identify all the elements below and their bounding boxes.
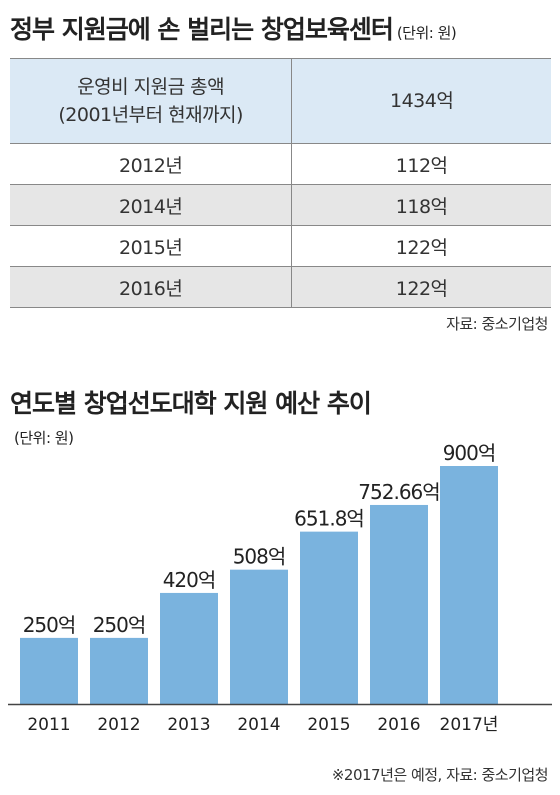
budget-bar-chart: 250억 2011 250억 2012 420억 2013 508억 2014 651.8억 20… <box>8 441 552 735</box>
data-label-2014: 508억 <box>233 545 286 569</box>
x-tick-label-2015: 2015 <box>307 715 350 735</box>
table-source: 자료: 중소기업청 <box>446 315 548 333</box>
x-tick-label-2017년: 2017년 <box>440 715 499 735</box>
header-value-cell: 1434억 <box>291 58 551 144</box>
row-year: 2016년 <box>10 266 293 308</box>
data-label-2013: 420억 <box>163 568 216 592</box>
table-title: 정부 지원금에 손 벌리는 창업보육센터 (단위: 원) <box>10 10 457 46</box>
x-tick-label-2012: 2012 <box>97 715 140 735</box>
row-value: 112억 <box>291 143 551 185</box>
chart-source: ※2017년은 예정, 자료: 중소기업청 <box>331 766 549 784</box>
row-value: 122억 <box>291 225 551 267</box>
table-title-text: 정부 지원금에 손 벌리는 창업보육센터 <box>10 15 394 44</box>
row-year: 2015년 <box>10 225 293 267</box>
data-label-2017년: 900억 <box>443 441 496 465</box>
bar-2012 <box>90 637 148 704</box>
header-label-line2: (2001년부터 현재까지) <box>58 104 243 126</box>
data-label-2015: 651.8억 <box>294 507 364 531</box>
header-label-cell: 운영비 지원금 총액 (2001년부터 현재까지) <box>10 58 293 144</box>
bar-2016 <box>370 504 428 704</box>
table-row: 2015년 122억 <box>10 225 551 267</box>
row-year: 2012년 <box>10 143 293 185</box>
data-label-2016: 752.66억 <box>358 480 439 504</box>
table-unit: (단위: 원) <box>396 24 457 42</box>
table-row: 2016년 122억 <box>10 266 551 308</box>
x-tick-label-2014: 2014 <box>237 715 280 735</box>
table-header-row: 운영비 지원금 총액 (2001년부터 현재까지) 1434억 <box>10 58 551 144</box>
table-row: 2012년 112억 <box>10 143 551 185</box>
row-value: 118억 <box>291 184 551 226</box>
chart-title: 연도별 창업선도대학 지원 예산 추이 <box>10 389 372 418</box>
bar-2015 <box>300 531 358 704</box>
bar-2014 <box>230 569 288 704</box>
header-label-line1: 운영비 지원금 총액 <box>77 75 225 98</box>
x-tick-label-2011: 2011 <box>27 715 70 735</box>
data-label-2011: 250억 <box>23 613 76 637</box>
support-fund-table: 운영비 지원금 총액 (2001년부터 현재까지) 1434억 2012년 11… <box>10 58 551 308</box>
bar-2013 <box>160 592 218 704</box>
row-year: 2014년 <box>10 184 293 226</box>
x-tick-label-2013: 2013 <box>167 715 210 735</box>
chart-unit: (단위: 원) <box>14 429 74 447</box>
data-label-2012: 250억 <box>93 613 146 637</box>
bar-2017년 <box>440 466 498 704</box>
x-tick-label-2016: 2016 <box>377 715 420 735</box>
table-row: 2014년 118억 <box>10 184 551 226</box>
bar-2011 <box>20 637 78 704</box>
row-value: 122억 <box>291 266 551 308</box>
